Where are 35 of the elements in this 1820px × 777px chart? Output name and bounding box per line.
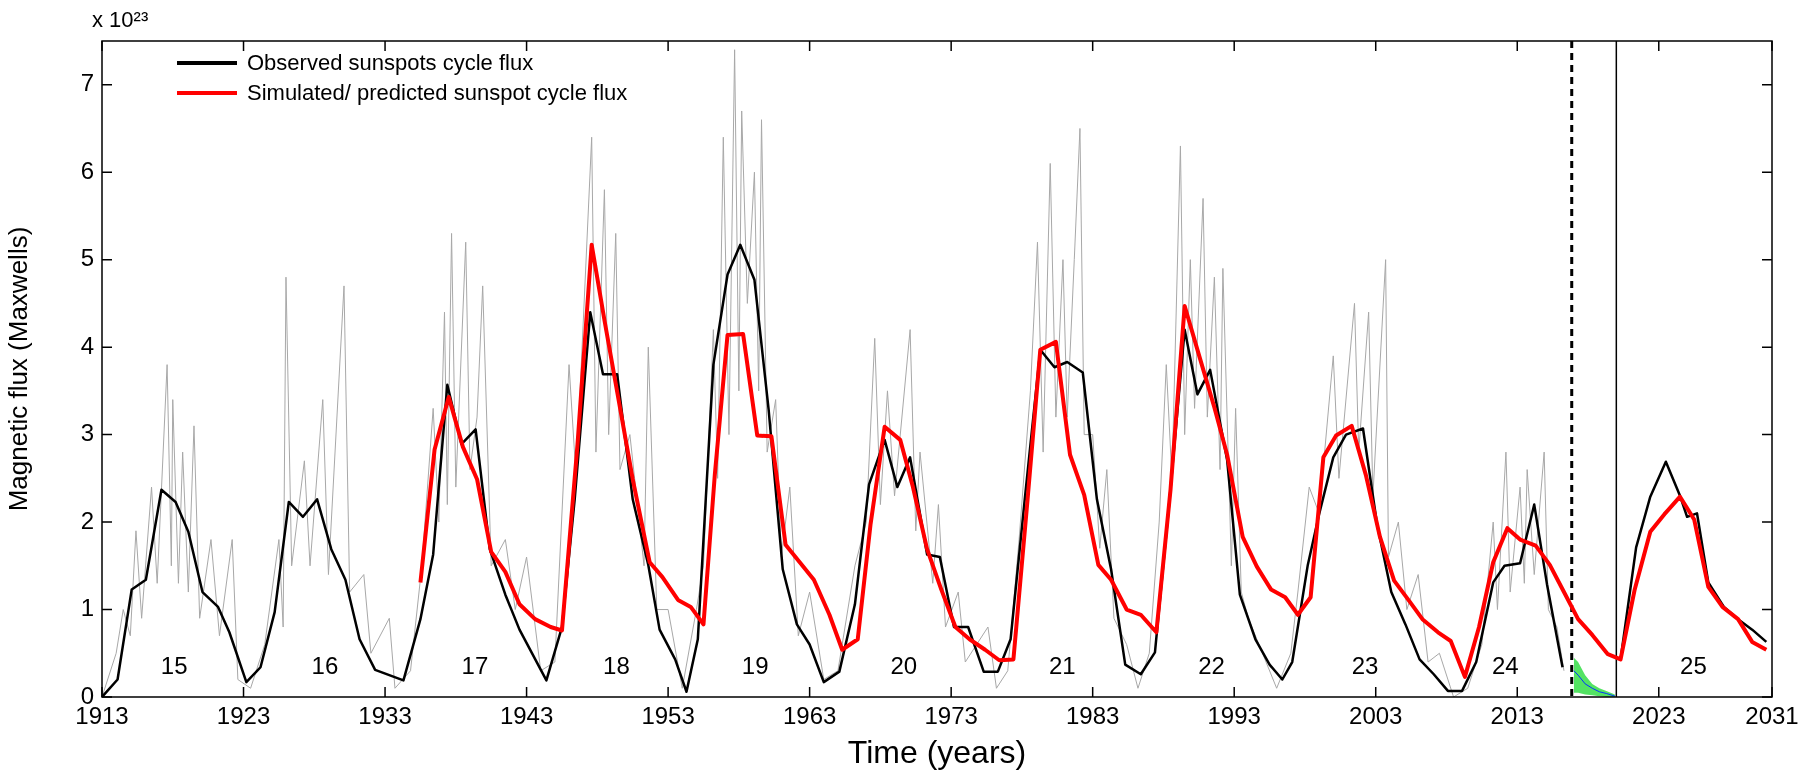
y-axis-title: Magnetic flux (Maxwells) [2, 226, 33, 512]
annotation: 21 [1048, 651, 1076, 679]
annotation: 19 [741, 651, 769, 679]
x-tick-label: 1973 [924, 702, 978, 730]
y-tick-label: 2 [80, 506, 94, 534]
x-axis-title: Time (years) [847, 733, 1027, 770]
x-tick-label: 1983 [1065, 702, 1120, 730]
annotation: 23 [1351, 651, 1379, 679]
annotation: 16 [311, 651, 339, 679]
x-tick-label: 1993 [1207, 702, 1261, 730]
y-tick-label: 3 [80, 419, 94, 447]
legend-label: Simulated/ predicted sunspot cycle flux [247, 80, 628, 106]
x-tick-label: 2013 [1490, 702, 1544, 730]
annotation: 20 [890, 651, 918, 679]
x-tick-label: 2003 [1349, 702, 1403, 730]
x-tick-label: 2023 [1632, 702, 1686, 730]
y-tick-label: 7 [80, 69, 94, 97]
x-tick-label: 1963 [782, 702, 837, 730]
annotation: 17 [461, 651, 489, 679]
x-tick-label: 1923 [216, 702, 271, 730]
text: x 10²³ [92, 7, 149, 33]
y-tick-label: 5 [80, 244, 94, 272]
annotation: 22 [1198, 651, 1225, 679]
x-tick-label: 1933 [358, 702, 412, 730]
x-tick-label: 1943 [499, 702, 554, 730]
annotation: 24 [1491, 651, 1519, 679]
y-tick-label: 1 [80, 594, 94, 622]
annotation: 15 [160, 651, 188, 679]
x-tick-label: 1953 [641, 702, 695, 730]
y-tick-label: 6 [80, 156, 94, 184]
legend-label: Observed sunspots cycle flux [247, 50, 534, 76]
y-tick-label: 4 [80, 331, 94, 359]
x-tick-label: 2031 [1745, 702, 1799, 730]
annotation: 25 [1680, 651, 1707, 679]
annotation: 18 [603, 651, 630, 679]
